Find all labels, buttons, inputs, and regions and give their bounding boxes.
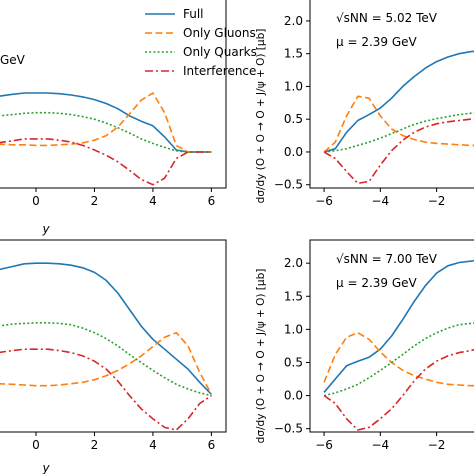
xlabel-top: y — [41, 222, 50, 236]
x-tick-label: 6 — [208, 438, 216, 452]
panel-bottom-right: −6 −4 −2 −0.5 0.0 0.5 1.0 1.5 2.0 — [274, 239, 474, 452]
annotation-top-left: GeV — [0, 53, 26, 67]
y-tick-label: 2.0 — [284, 14, 303, 28]
ylabel-top-text: dσ/dy (O + O → O + J/ψ + O) [μb] — [255, 29, 267, 204]
x-tick-label: 2 — [91, 194, 99, 208]
panel-top-left: 0 2 4 6 — [0, 0, 227, 208]
series-line-only-gluons — [323, 95, 474, 153]
series-line-only-quarks — [0, 322, 212, 397]
x-tick-label: −4 — [371, 438, 389, 452]
legend: Full Only Gluons Only Quarks Interference — [145, 7, 257, 78]
series-line-full — [0, 92, 212, 153]
y-tick-label: 0.5 — [284, 112, 303, 126]
series-line-full — [323, 50, 474, 153]
x-tick-label: −2 — [428, 194, 446, 208]
series-line-only-quarks — [0, 111, 212, 153]
y-tick-label: 0.0 — [284, 389, 303, 403]
x-tick-label: 4 — [149, 438, 157, 452]
y-tick-label: −0.5 — [274, 178, 303, 192]
annotation-mu-top: μ = 2.39 GeV — [336, 35, 418, 49]
axes-frame — [309, 0, 474, 189]
y-tick-label: 0.0 — [284, 145, 303, 159]
ylabel-bottom: dσ/dy (O + O → O + J/ψ + O) [μb] — [255, 269, 267, 444]
y-tick-label: 0.5 — [284, 355, 303, 369]
x-tick-label: −2 — [428, 438, 446, 452]
y-tick-label: −0.5 — [274, 422, 303, 436]
series-line-only-gluons — [323, 331, 474, 387]
x-tick-label: −6 — [315, 194, 333, 208]
ylabel-bottom-text: dσ/dy (O + O → O + J/ψ + O) [μb] — [255, 269, 267, 444]
y-tick-label: 1.5 — [284, 47, 303, 61]
axes-frame — [0, 239, 227, 433]
y-tick-label: 1.0 — [284, 79, 303, 93]
series-group — [0, 92, 212, 186]
series-group — [323, 50, 474, 185]
series-line-only-quarks — [323, 322, 474, 397]
series-line-interference — [0, 138, 212, 186]
axes-frame — [0, 0, 227, 189]
series-group — [0, 262, 213, 431]
legend-entry-only-quarks: Only Quarks — [145, 45, 257, 59]
ylabel-top: dσ/dy (O + O → O + J/ψ + O) [μb] — [255, 29, 267, 204]
x-tick-label: 2 — [91, 438, 99, 452]
legend-label: Only Gluons — [183, 26, 256, 40]
legend-label: Only Quarks — [183, 45, 257, 59]
x-tick-label: 4 — [149, 194, 157, 208]
axes-frame — [309, 239, 474, 433]
x-tick-label: 0 — [32, 194, 40, 208]
panels: 0 2 4 6 −6 −4 −2−0.50.00.51.01.52.00 2 4 6 −6 −4 −2−… — [0, 0, 474, 452]
series-line-full — [0, 262, 212, 395]
panel-bottom-left: 0 2 4 6 — [0, 239, 227, 452]
y-tick-label: 2.0 — [284, 256, 303, 270]
series-line-full — [323, 259, 474, 393]
legend-entry-full: Full — [145, 7, 204, 21]
series-line-interference — [323, 348, 474, 431]
y-tick-label: 1.5 — [284, 289, 303, 303]
x-tick-label: −4 — [371, 194, 389, 208]
legend-entry-interference: Interference — [145, 64, 256, 78]
legend-label: Full — [183, 7, 204, 21]
x-tick-label: −6 — [315, 438, 333, 452]
series-line-only-quarks — [324, 112, 474, 153]
series-line-interference — [323, 118, 474, 185]
annotation-energy-top: √sNN = 5.02 TeV — [336, 11, 438, 25]
series-line-only-gluons — [0, 92, 212, 153]
annotation-energy-bottom: √sNN = 7.00 TeV — [336, 252, 438, 266]
series-group — [323, 259, 474, 431]
y-tick-label: 1.0 — [284, 322, 303, 336]
legend-entry-only-gluons: Only Gluons — [145, 26, 256, 40]
series-line-only-gluons — [0, 331, 213, 395]
annotation-mu-bottom: μ = 2.39 GeV — [336, 276, 418, 290]
x-tick-label: 0 — [32, 438, 40, 452]
x-tick-label: 6 — [208, 194, 216, 208]
panel-top-right: −6 −4 −2 −0.5 0.0 0.5 1.0 1.5 2.0 — [274, 0, 474, 208]
xlabel-bottom: y — [41, 461, 50, 474]
legend-label: Interference — [183, 64, 256, 78]
series-line-interference — [0, 348, 212, 431]
